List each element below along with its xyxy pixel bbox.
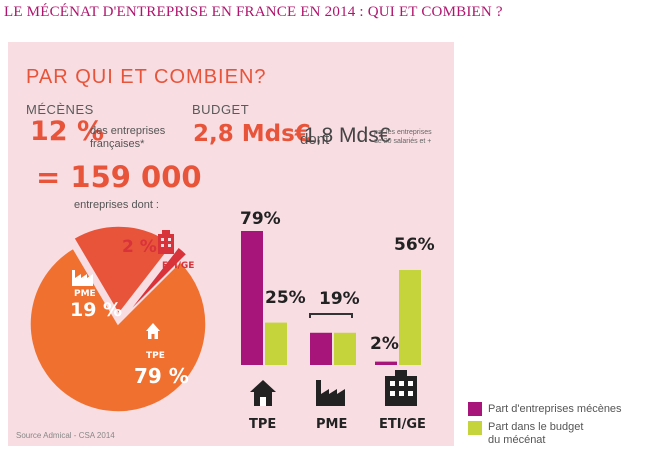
bar-category-label: TPE xyxy=(249,417,276,432)
pie-category-label: ETI/GE xyxy=(162,261,194,271)
budget-note-line2: de 20 salariés et + xyxy=(374,138,432,145)
page-title: LE MÉCÉNAT D'ENTREPRISE EN FRANCE EN 201… xyxy=(4,4,503,20)
pie-factory-icon xyxy=(72,270,93,286)
pie-value-label: 19 % xyxy=(70,299,122,321)
source-note: Source Admical - CSA 2014 xyxy=(16,431,115,440)
bar-value-label: 2% xyxy=(370,334,399,354)
category-icons xyxy=(250,370,417,406)
bar-value-labels: 79% 25% 19% 2% 56% xyxy=(240,209,435,354)
companies-count-desc: entreprises dont : xyxy=(74,199,159,211)
factory-icon xyxy=(316,380,345,406)
legend-swatch-budget xyxy=(468,421,482,435)
legend-budget: Part dans le budget du mécénat xyxy=(488,421,583,447)
legend-budget-line2: du mécénat xyxy=(488,434,546,446)
pie-category-label: TPE xyxy=(146,351,165,361)
pie-slice-eti-ge xyxy=(124,245,188,318)
pie-category-label: PME xyxy=(74,289,96,299)
bar-value-label: 79% xyxy=(240,209,281,229)
mecenes-percent: 12 % xyxy=(30,116,105,147)
companies-count: = 159 000 xyxy=(36,160,202,194)
category-labels: TPE PME ETI/GE xyxy=(249,417,426,432)
budget-dont: dont xyxy=(300,131,330,148)
mecenes-label: MÉCÈNES xyxy=(26,102,94,117)
bar-pme-mecenes xyxy=(310,332,332,365)
mecenes-desc: des entreprises françaises* xyxy=(90,125,165,151)
bar-category-label: PME xyxy=(316,417,347,432)
legend-swatch-mecenes xyxy=(468,402,482,416)
budget-label: BUDGET xyxy=(192,102,250,117)
mecenes-desc-line1: des entreprises xyxy=(90,125,166,137)
budget-note-line1: par les entreprises xyxy=(374,129,432,136)
budget-note: par les entreprises de 20 salariés et + xyxy=(374,128,432,146)
bar-chart xyxy=(241,231,421,365)
pie-building-icon xyxy=(158,230,174,254)
mecenes-desc-line2: françaises* xyxy=(90,138,145,150)
budget-part: 1,8 Mds€ xyxy=(304,124,390,148)
infographic-heading: PAR QUI ET COMBIEN? xyxy=(26,66,267,88)
pme-bracket xyxy=(309,313,353,318)
legend-budget-line1: Part dans le budget xyxy=(488,421,584,433)
pie-house-icon xyxy=(146,323,160,339)
bar-tpe-budget xyxy=(265,322,287,365)
bar-category-label: ETI/GE xyxy=(379,417,426,432)
pie-icons xyxy=(72,230,174,339)
pie-chart xyxy=(29,225,207,413)
bar-tpe-mecenes xyxy=(241,231,263,365)
pie-value-label: 79 % xyxy=(134,364,189,388)
bar-value-label: 19% xyxy=(319,289,360,309)
bar-value-label: 56% xyxy=(394,235,435,255)
budget-total: 2,8 Mds€ xyxy=(193,121,311,147)
bar-pme-budget xyxy=(334,332,356,365)
building-icon xyxy=(385,370,417,406)
pie-slice-tpe xyxy=(29,247,207,413)
bar-eti-ge-mecenes xyxy=(375,361,397,365)
bar-eti-ge-budget xyxy=(399,270,421,365)
budget-part-value: 1,8 Mds€ xyxy=(304,124,391,147)
legend-mecenes: Part d'entreprises mécènes xyxy=(488,403,622,415)
house-icon xyxy=(250,380,276,406)
bar-value-label: 25% xyxy=(265,288,306,308)
pie-value-label: 2 % xyxy=(122,237,157,257)
